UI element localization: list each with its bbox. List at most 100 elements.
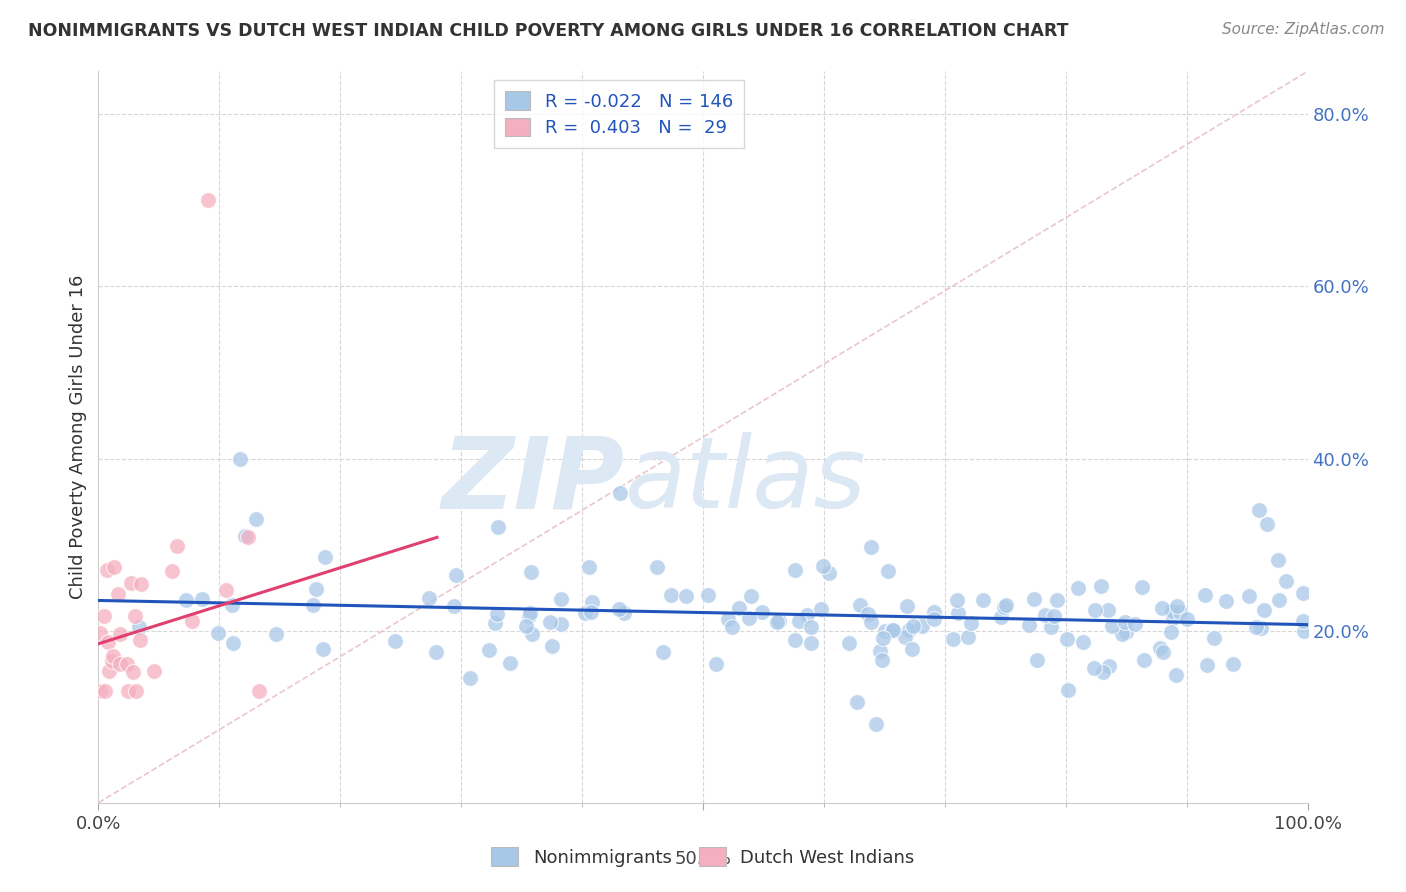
Point xyxy=(108,657,131,671)
Point xyxy=(813,558,835,573)
Point xyxy=(578,560,600,574)
Point xyxy=(93,684,115,698)
Point xyxy=(1022,591,1045,606)
Point xyxy=(1033,608,1056,623)
Point xyxy=(911,619,934,633)
Point xyxy=(1097,603,1119,617)
Point xyxy=(550,617,572,632)
Point xyxy=(581,595,603,609)
Point xyxy=(609,486,631,500)
Y-axis label: Child Poverty Among Girls Under 16: Child Poverty Among Girls Under 16 xyxy=(69,275,87,599)
Point xyxy=(1039,620,1062,634)
Point xyxy=(1168,605,1191,619)
Point xyxy=(229,451,252,466)
Point xyxy=(1215,594,1237,608)
Point xyxy=(849,599,872,613)
Point xyxy=(1123,616,1146,631)
Point xyxy=(613,606,636,620)
Point xyxy=(128,620,150,634)
Point xyxy=(789,614,811,628)
Point xyxy=(1091,665,1114,679)
Point xyxy=(519,609,541,624)
Point xyxy=(872,653,894,667)
Point xyxy=(384,634,406,648)
Point xyxy=(659,588,682,602)
Point xyxy=(101,648,124,663)
Point xyxy=(972,593,994,607)
Point xyxy=(129,633,152,648)
Point xyxy=(443,599,465,613)
Point xyxy=(125,684,148,698)
Point xyxy=(478,643,501,657)
Point xyxy=(458,671,481,685)
Point xyxy=(875,624,897,639)
Point xyxy=(838,636,860,650)
Point xyxy=(860,540,883,554)
Point xyxy=(541,640,564,654)
Point xyxy=(550,591,572,606)
Point xyxy=(425,645,447,659)
Point xyxy=(675,589,697,603)
Point xyxy=(117,657,139,672)
Point xyxy=(738,611,761,625)
Point xyxy=(765,615,787,630)
Point xyxy=(995,598,1018,612)
Point xyxy=(1056,632,1078,646)
Point xyxy=(796,608,818,623)
Point xyxy=(103,560,125,574)
Point xyxy=(520,565,543,579)
Point xyxy=(100,654,122,668)
Point xyxy=(1114,615,1136,630)
Point xyxy=(264,627,287,641)
Point xyxy=(1098,659,1121,673)
Point xyxy=(1132,652,1154,666)
Point xyxy=(1026,653,1049,667)
Point xyxy=(721,620,744,634)
Point xyxy=(751,605,773,619)
Point xyxy=(1083,660,1105,674)
Point xyxy=(121,665,143,679)
Point xyxy=(499,656,522,670)
Point xyxy=(859,615,882,629)
Point xyxy=(856,607,879,621)
Text: atlas: atlas xyxy=(624,433,866,530)
Point xyxy=(305,582,328,597)
Point xyxy=(215,582,238,597)
Point xyxy=(785,633,807,648)
Point xyxy=(207,626,229,640)
Point xyxy=(98,664,121,678)
Point xyxy=(1046,593,1069,607)
Point xyxy=(238,530,260,544)
Point xyxy=(1274,574,1296,588)
Text: NONIMMIGRANTS VS DUTCH WEST INDIAN CHILD POVERTY AMONG GIRLS UNDER 16 CORRELATIO: NONIMMIGRANTS VS DUTCH WEST INDIAN CHILD… xyxy=(28,22,1069,40)
Point xyxy=(728,601,751,615)
Point xyxy=(607,602,630,616)
Point xyxy=(1222,657,1244,671)
Point xyxy=(946,593,969,607)
Point xyxy=(312,641,335,656)
Point xyxy=(1149,641,1171,656)
Point xyxy=(1115,624,1137,639)
Point xyxy=(486,520,509,534)
Point xyxy=(1130,581,1153,595)
Point xyxy=(162,564,184,578)
Point xyxy=(810,602,832,616)
Point xyxy=(96,563,118,577)
Text: ZIP: ZIP xyxy=(441,433,624,530)
Point xyxy=(1253,603,1275,617)
Text: Source: ZipAtlas.com: Source: ZipAtlas.com xyxy=(1222,22,1385,37)
Point xyxy=(818,566,841,580)
Point xyxy=(181,614,204,628)
Point xyxy=(314,549,336,564)
Point xyxy=(484,616,506,631)
Point xyxy=(1043,608,1066,623)
Point xyxy=(993,600,1015,615)
Point xyxy=(1161,611,1184,625)
Point xyxy=(901,641,924,656)
Point xyxy=(1175,612,1198,626)
Point xyxy=(704,657,727,672)
Point xyxy=(418,591,440,606)
Point xyxy=(519,606,541,620)
Point xyxy=(233,529,256,543)
Point xyxy=(247,684,270,698)
